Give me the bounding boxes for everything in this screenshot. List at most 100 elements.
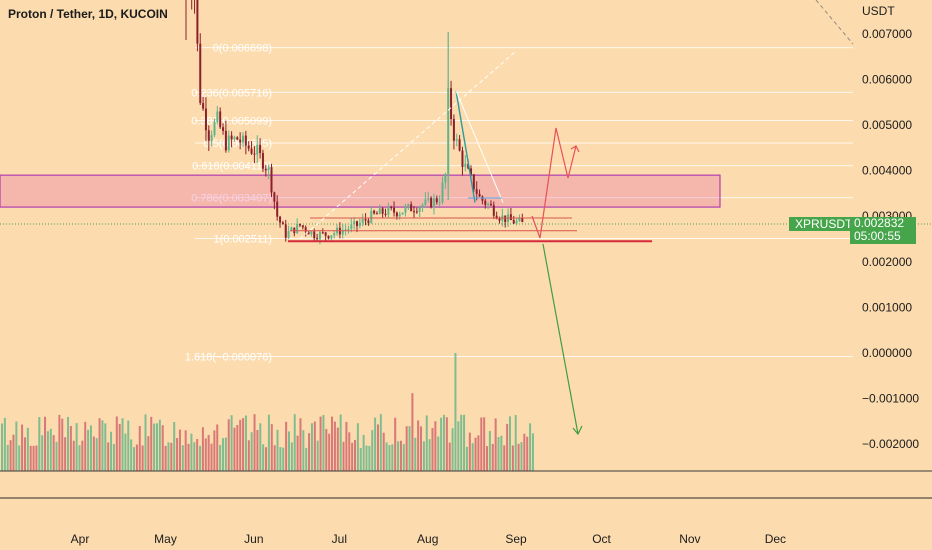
volume-bar — [319, 416, 322, 471]
candle-body — [515, 220, 518, 224]
candle-body — [222, 127, 225, 131]
candle-body — [384, 213, 387, 215]
fibonacci-retracement[interactable]: 0(0.006698) 0.236(0.005716) 0.382(0.005099… — [185, 43, 853, 364]
trend-line[interactable] — [455, 90, 476, 203]
volume-bar — [196, 439, 199, 471]
drawings[interactable] — [288, 0, 854, 436]
volume-bar — [302, 430, 305, 471]
candle-body — [224, 130, 227, 151]
bearish-projection-path[interactable] — [542, 243, 579, 435]
volume-bar — [81, 440, 84, 471]
candle-body — [296, 223, 299, 234]
candle-body — [504, 215, 507, 223]
fib-trend-line[interactable] — [299, 51, 516, 240]
volume-bar — [454, 353, 457, 471]
volume-bar — [402, 444, 405, 471]
volume-bar — [457, 421, 460, 471]
candle-body — [276, 201, 279, 217]
volume-bar — [503, 445, 506, 471]
volume-bar — [348, 432, 351, 471]
candle-body — [327, 235, 330, 239]
candle-body — [284, 224, 287, 238]
candle-body — [444, 173, 447, 183]
time-axis[interactable]: Apr May Jun Jul Aug Sep Oct Nov Dec — [0, 470, 932, 546]
volume-bar — [58, 414, 61, 471]
fib-level-label: 0.236(0.005716) — [191, 87, 272, 99]
volume-bar — [267, 414, 270, 471]
volume-bar — [219, 444, 222, 471]
volume-bar — [422, 441, 425, 471]
volume-bar — [491, 443, 494, 471]
volume-bar — [253, 414, 256, 471]
volume-bar — [365, 445, 368, 471]
volume-bar — [336, 427, 339, 471]
trend-line[interactable] — [455, 90, 504, 203]
volume-bar — [523, 433, 526, 471]
candle-body — [290, 227, 293, 232]
candle-body — [381, 208, 384, 214]
volume-bar — [333, 421, 336, 471]
price-axis-label: −0.002000 — [862, 437, 919, 451]
candle-body — [367, 220, 370, 223]
price-axis-label: 0.002000 — [862, 255, 912, 269]
candle-body — [227, 135, 230, 151]
volume-bar — [508, 416, 511, 471]
volume-bar — [331, 416, 334, 471]
volume-bar — [52, 435, 55, 471]
volume-bar — [3, 417, 6, 471]
volume-bar — [385, 442, 388, 471]
candle-body — [387, 207, 390, 215]
volume-bar — [41, 435, 44, 471]
volume-bar — [279, 447, 282, 471]
volume-bar — [78, 445, 81, 471]
candle-body — [398, 214, 401, 217]
candle-body — [307, 231, 310, 235]
price-axis-label: 0.001000 — [862, 300, 912, 314]
candle-body — [356, 221, 358, 226]
volume-bar — [21, 424, 24, 471]
volume-bar — [325, 429, 328, 471]
candle-body — [401, 212, 404, 215]
volume-bar — [368, 445, 371, 471]
volume-bar — [67, 416, 70, 471]
candle-body — [378, 208, 381, 215]
candle-body — [247, 145, 250, 149]
volume-bar — [486, 446, 489, 471]
volume-bar — [141, 445, 144, 471]
volume-bar — [376, 424, 379, 471]
price-axis-label: 0.006000 — [862, 72, 912, 86]
volume-bar — [144, 414, 147, 471]
trend-line[interactable] — [815, 0, 854, 45]
candle-body — [230, 135, 233, 140]
candle-body — [512, 220, 515, 224]
time-axis-label: Apr — [71, 532, 90, 546]
volume-bar — [227, 419, 230, 471]
fib-level-label: 0.786(0.003407) — [191, 193, 272, 205]
candle-body — [287, 231, 290, 238]
resistance-zone[interactable] — [0, 174, 721, 208]
candle-body — [435, 198, 438, 203]
volume-bar — [1, 423, 3, 471]
volume-bar — [46, 431, 49, 471]
volume-bar — [167, 442, 170, 471]
price-axis-label: 0.004000 — [862, 164, 912, 178]
bullish-projection-path[interactable] — [531, 127, 577, 239]
volume-bar — [339, 414, 342, 471]
volume-bar — [190, 433, 193, 471]
price-axis[interactable]: USDT 0.007000 0.006000 0.005000 0.004000 0.00… — [862, 4, 919, 451]
candle-body — [273, 192, 276, 202]
candle-body — [407, 204, 410, 208]
volume-bar — [526, 436, 529, 471]
candle-body — [390, 207, 393, 209]
fib-level-label: 1.618(−0.000076) — [185, 351, 272, 363]
candle-body — [427, 197, 430, 200]
volume-bar — [181, 445, 184, 471]
resistance-zone-group[interactable] — [0, 174, 932, 225]
candle-body — [244, 135, 247, 146]
volume-bar — [356, 423, 359, 471]
volume-bar — [442, 414, 445, 471]
volume-bar — [9, 440, 12, 471]
candle-body — [472, 174, 475, 190]
